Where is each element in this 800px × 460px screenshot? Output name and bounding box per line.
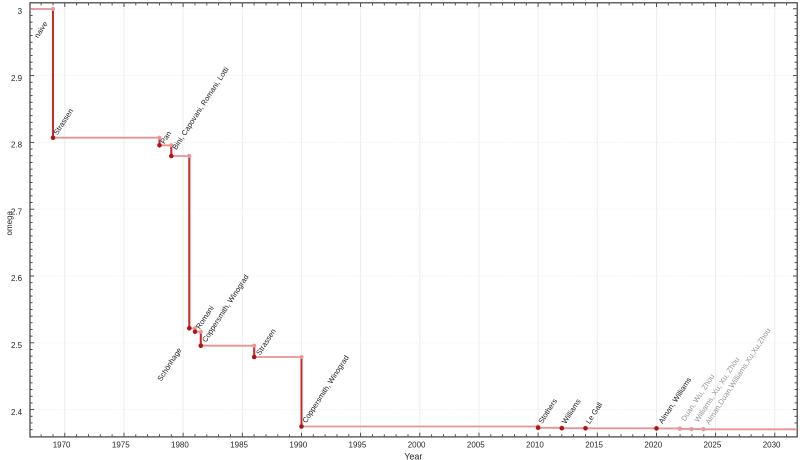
svg-text:2030: 2030 xyxy=(763,441,781,450)
svg-text:1975: 1975 xyxy=(112,441,130,450)
svg-text:2010: 2010 xyxy=(526,441,544,450)
svg-text:1985: 1985 xyxy=(230,441,248,450)
svg-text:2025: 2025 xyxy=(704,441,722,450)
svg-text:Year: Year xyxy=(404,451,422,460)
svg-text:2005: 2005 xyxy=(467,441,485,450)
svg-text:2.6: 2.6 xyxy=(11,274,23,283)
svg-text:2.9: 2.9 xyxy=(11,74,23,83)
svg-text:omega: omega xyxy=(5,210,14,235)
svg-text:2.8: 2.8 xyxy=(11,141,23,150)
svg-text:2.4: 2.4 xyxy=(11,408,23,417)
svg-text:2015: 2015 xyxy=(585,441,603,450)
svg-text:2.7: 2.7 xyxy=(11,207,23,216)
svg-text:3: 3 xyxy=(18,7,23,16)
svg-text:2000: 2000 xyxy=(408,441,426,450)
svg-text:2.5: 2.5 xyxy=(11,341,23,350)
svg-text:1990: 1990 xyxy=(289,441,307,450)
svg-text:2020: 2020 xyxy=(644,441,662,450)
svg-text:1980: 1980 xyxy=(171,441,189,450)
svg-text:1995: 1995 xyxy=(349,441,367,450)
svg-text:1970: 1970 xyxy=(53,441,71,450)
